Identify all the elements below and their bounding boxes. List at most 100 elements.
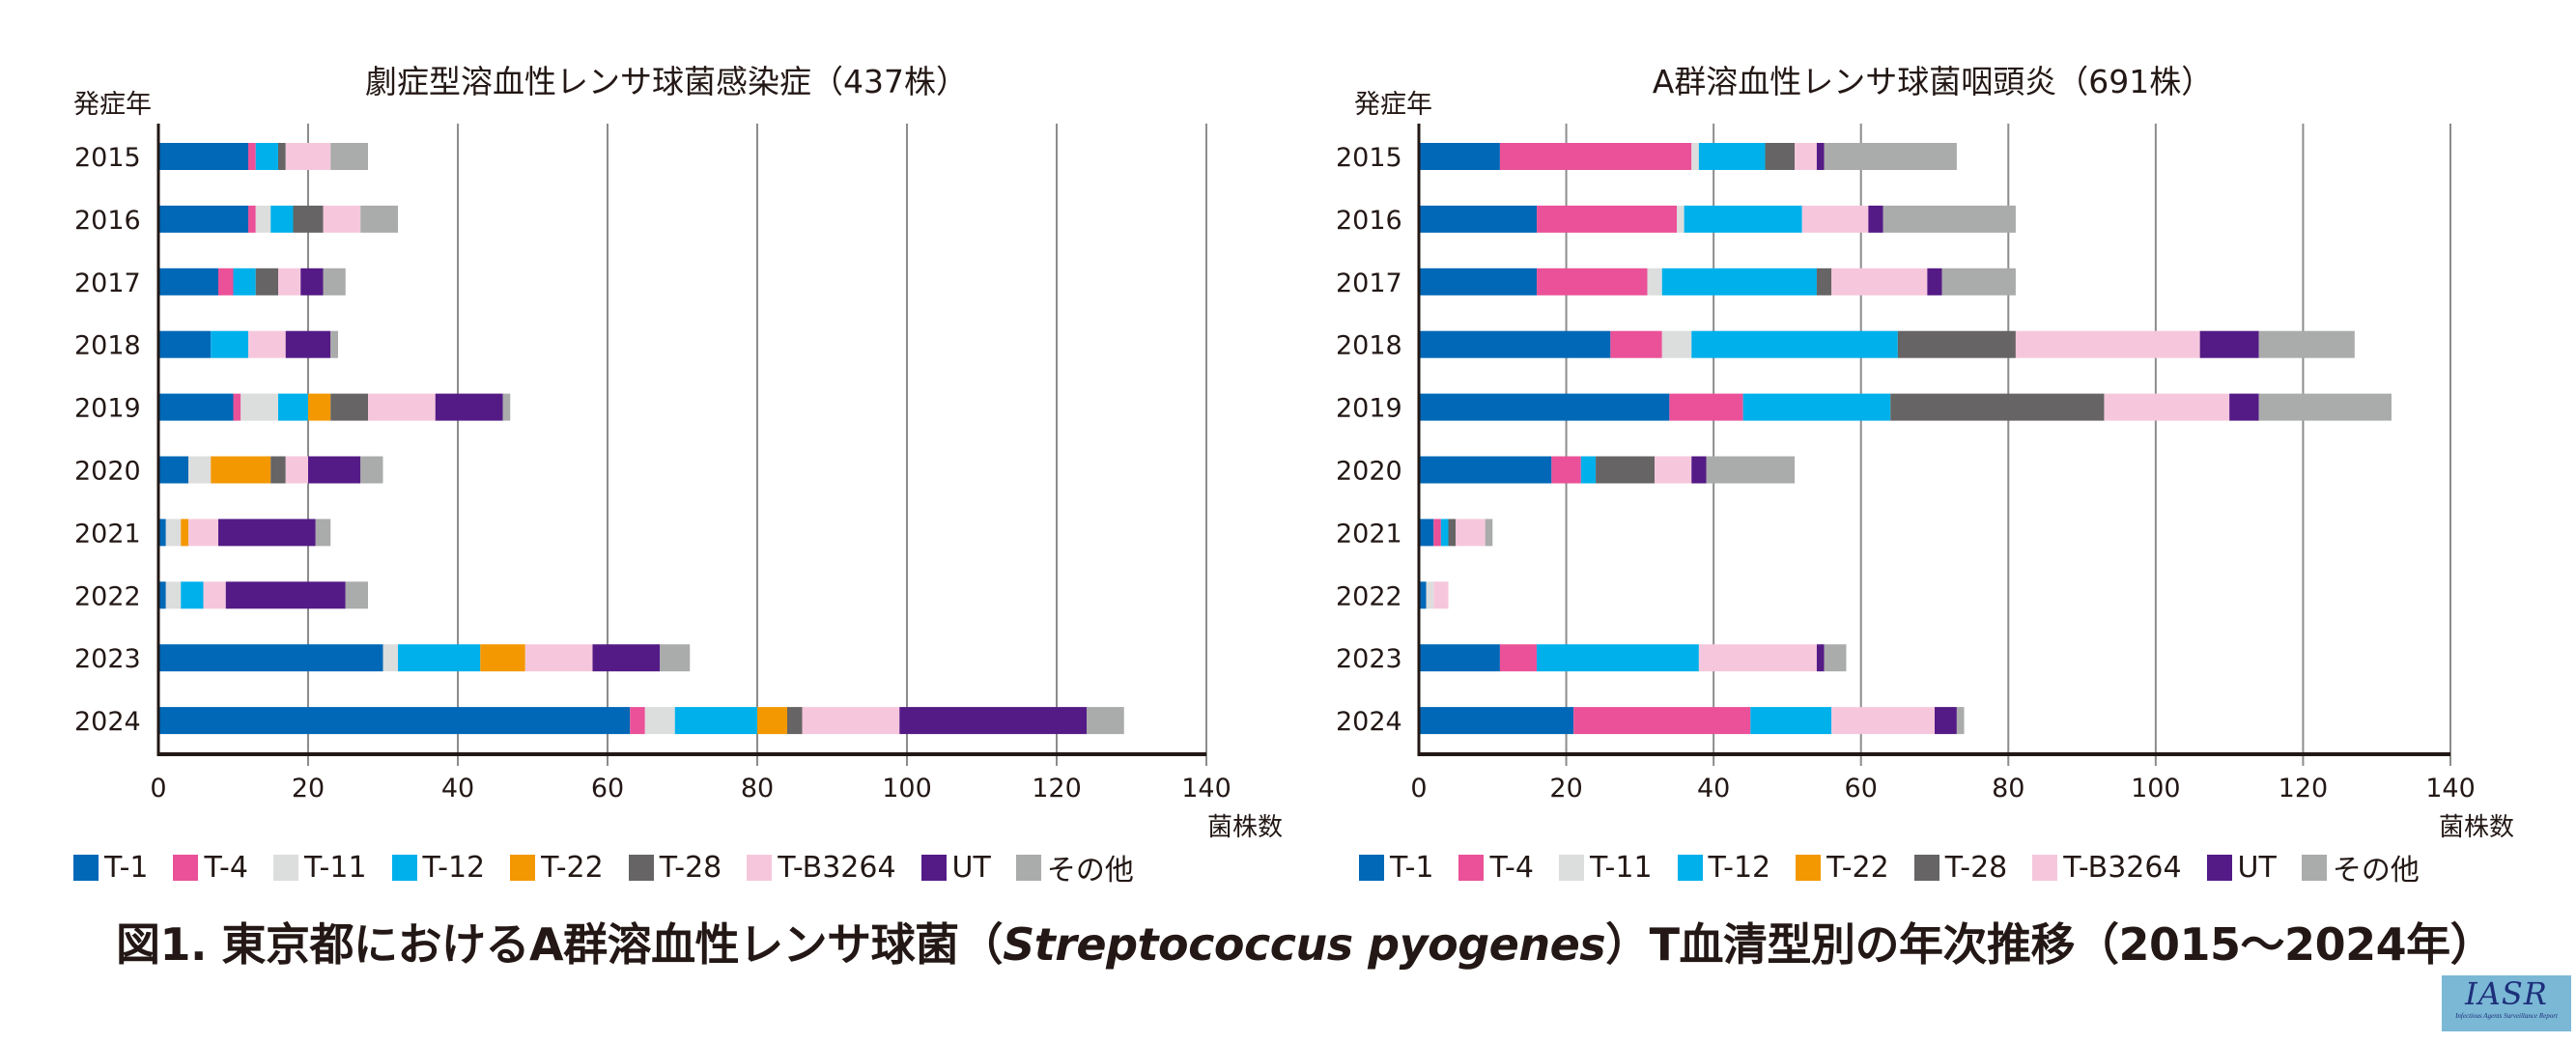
legend-label: T-4 [204,850,248,885]
bar-segment-2019-その他 [502,393,511,421]
bar-segment-2017-T-12 [233,268,256,296]
y-tick-label: 2020 [74,457,141,487]
bar-segment-2019-T-28 [330,393,368,421]
chart-invasive: 劇症型溶血性レンサ球菌感染症（437株） 発症年 菌株数 0 20 40 60 80 10… [0,0,1288,888]
bar-segment-2016-T-12 [1684,205,1802,233]
bar-segment-2022-T-12 [181,581,204,609]
legend-item: T-12 [391,850,486,885]
bar-segment-2015-T-12 [255,143,278,170]
bar-segment-2019-T-4 [1669,393,1743,421]
bar-segment-2024-T-12 [674,707,757,735]
legend-swatch [391,854,417,881]
bar-segment-2015-T-1 [158,143,248,170]
bar-segment-2018-T-B3264 [2015,330,2200,358]
bar-segment-2015-T-4 [248,143,256,170]
iasr-logo: IASR Infectious Agents Surveillance Repo… [2442,975,2571,1031]
bar-segment-2017-T-B3264 [1831,268,1928,296]
bar-segment-2018-T-B3264 [248,330,286,358]
bar-segment-2023-T-B3264 [1698,644,1817,672]
legend-label: T-1 [104,850,149,885]
caption-species: Streptococcus pyogenes [1003,918,1606,971]
bar-segment-2021-その他 [315,519,331,547]
legend-item: T-11 [272,851,367,885]
bar-segment-2022-T-1 [1419,581,1427,609]
legend-item: T-12 [1677,850,1771,885]
bar-segment-2020-T-11 [188,456,212,484]
y-tick-label: 2022 [74,581,141,611]
bar-segment-2015-T-4 [1499,143,1692,170]
legend-item: T-1 [1359,851,1433,885]
chart-pharyngitis: A群溶血性レンサ球菌咽頭炎（691株） 発症年 菌株数 0 20 40 60 80 100… [1288,0,2576,888]
legend-label: T-12 [1708,850,1771,885]
legend-label: T-11 [1589,850,1653,885]
legend-item: その他 [1015,846,1134,888]
bar-segment-2021-T-22 [181,519,188,547]
bar-segment-2016-その他 [360,205,398,233]
bar-segment-2015-UT [1816,143,1825,170]
bar-segment-2020-T-4 [1551,456,1581,484]
legend-item: T-B3264 [747,851,896,885]
legend-item: その他 [2301,846,2420,888]
x-tick-label: 20 [1549,774,1582,803]
y-tick-label: 2018 [74,331,141,361]
bar-segment-2018-T-4 [1610,330,1662,358]
bar-segment-2015-T-28 [1765,143,1796,170]
bar-segment-2015-その他 [1824,143,1957,170]
legend-swatch [1359,854,1384,881]
bar-segment-2019-T-11 [241,393,278,421]
bar-segment-2020-T-22 [211,456,271,484]
bar-segment-2015-T-11 [1691,143,1699,170]
bar-segment-2017-T-28 [1816,268,1832,296]
legend-swatch [1558,854,1584,881]
x-tick-label: 120 [1032,774,1082,803]
bar-segment-2016-T-28 [293,205,324,233]
y-tick-label: 2021 [1336,519,1402,549]
legend-label: T-B3264 [2063,850,2182,885]
legend-item: T-1 [73,851,148,885]
x-tick-label: 60 [1845,774,1878,803]
y-tick-label: 2016 [74,206,141,236]
y-tick-label: 2018 [1336,331,1402,361]
bar-segment-2021-T-12 [1440,519,1449,547]
bar-segment-2017-T-1 [1419,268,1538,296]
bar-segment-2016-T-11 [1677,205,1684,233]
x-tick-label: 40 [441,774,474,803]
bar-segment-2017-T-12 [1661,268,1817,296]
x-tick-label: 100 [2131,774,2181,803]
bar-segment-2019-T-22 [308,393,331,421]
y-tick-label: 2024 [74,707,141,737]
bar-segment-2017-UT [1927,268,1942,296]
legend-label: T-12 [422,850,486,885]
y-tick-label: 2020 [1336,457,1402,487]
bar-segment-2023-UT [592,644,661,672]
bar-segment-2021-T-1 [158,519,166,547]
legend-swatch [1796,854,1822,881]
legend-label: T-1 [1390,850,1434,885]
legend-item: T-28 [1913,851,2007,885]
bar-segment-2024-T-1 [158,707,631,735]
bar-segment-2017-T-28 [255,268,278,296]
legend-swatch [1015,854,1041,881]
bar-segment-2020-T-1 [158,456,188,484]
caption-prefix: 図1. 東京都におけるA群溶血性レンサ球菌（ [116,918,1004,971]
y-axis-label: 発症年 [73,90,152,120]
y-tick-label: 2022 [1336,581,1402,611]
logo-subtitle: Infectious Agents Surveillance Report [2455,1012,2558,1020]
y-tick-label: 2016 [1336,206,1402,236]
bar-segment-2020-T-28 [270,456,286,484]
legend-swatch [2032,854,2058,881]
bar-segment-2023-その他 [660,644,691,672]
bar-segment-2024-T-B3264 [802,707,900,735]
bar-segment-2019-T-1 [158,393,234,421]
bar-segment-2019-T-12 [278,393,308,421]
bar-segment-2017-T-4 [218,268,234,296]
bar-segment-2024-T-28 [787,707,803,735]
bar-segment-2024-UT [899,707,1087,735]
bar-segment-2015-T-1 [1419,143,1500,170]
bar-segment-2020-T-B3264 [285,456,308,484]
bar-segment-2020-T-28 [1596,456,1656,484]
x-tick-label: 140 [2425,774,2476,803]
bar-segment-2020-T-B3264 [1655,456,1692,484]
bar-segment-2021-T-B3264 [188,519,218,547]
legend-label: UT [951,850,991,885]
